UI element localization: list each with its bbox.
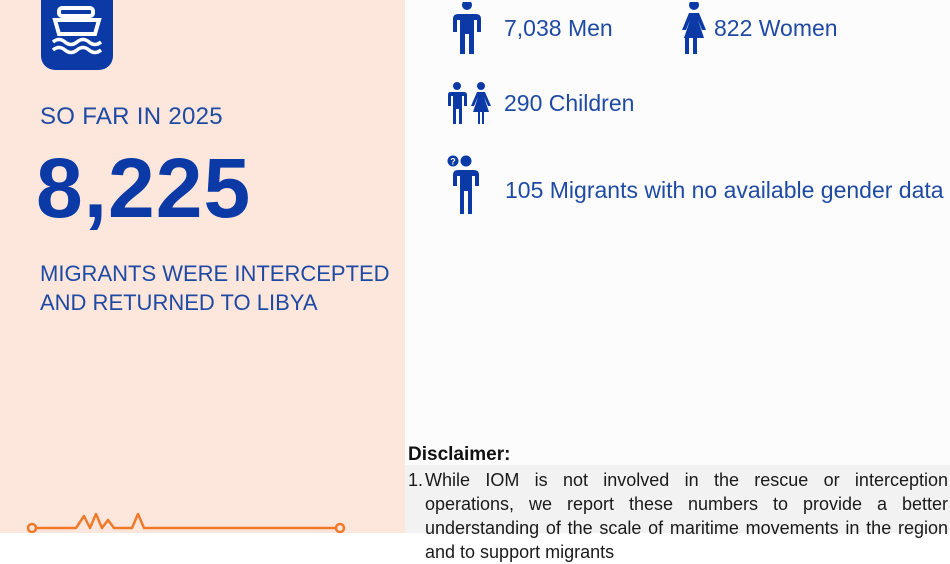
unknown-gender-icon: ?	[447, 155, 479, 214]
unknown-gender-label: 105 Migrants with no available gender da…	[505, 176, 944, 203]
woman-icon	[682, 2, 706, 54]
total-description: MIGRANTS WERE INTERCEPTED AND RETURNED T…	[40, 259, 390, 317]
disclaimer-item-text: While IOM is not involved in the rescue …	[425, 470, 948, 562]
disclaimer-item: 1. While IOM is not involved in the resc…	[408, 468, 948, 564]
svg-text:?: ?	[450, 157, 456, 167]
boat-on-waves-icon	[41, 0, 113, 70]
men-stat: 7,038 Men	[450, 2, 613, 54]
children-label: 290 Children	[504, 89, 635, 116]
summary-panel: SO FAR IN 2025 8,225 MIGRANTS WERE INTER…	[0, 0, 405, 533]
disclaimer-section: Disclaimer: 1. While IOM is not involved…	[405, 440, 950, 562]
disclaimer-item-number: 1.	[408, 470, 424, 490]
description-line-1: MIGRANTS WERE INTERCEPTED	[40, 261, 390, 286]
disclaimer-title: Disclaimer:	[408, 444, 511, 465]
total-intercepted: 8,225	[36, 141, 252, 235]
period-label: SO FAR IN 2025	[40, 103, 223, 130]
women-label: 822 Women	[714, 14, 838, 41]
men-label: 7,038 Men	[504, 14, 613, 41]
unknown-gender-stat: ? 105 Migrants with no available gender …	[446, 155, 944, 215]
children-stat: 290 Children	[446, 82, 634, 124]
disclaimer-list: 1. While IOM is not involved in the resc…	[408, 468, 948, 564]
man-icon	[453, 2, 481, 54]
description-line-2: AND RETURNED TO LIBYA	[40, 290, 318, 315]
pulse-line-icon	[26, 512, 346, 533]
children-icon	[448, 82, 491, 124]
women-stat: 822 Women	[680, 2, 838, 54]
